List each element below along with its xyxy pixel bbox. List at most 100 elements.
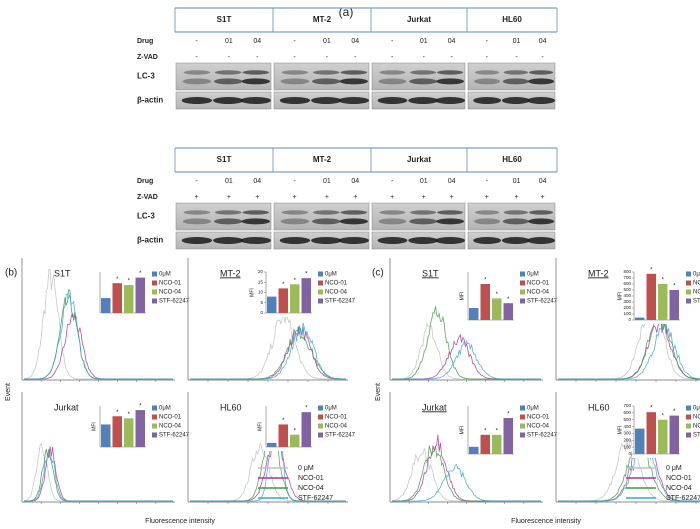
legend-label: NCO-04 xyxy=(693,424,700,430)
bar xyxy=(135,410,145,447)
legend-label: NCO-01 xyxy=(693,415,700,421)
legend-label: STF-62247 xyxy=(325,299,356,305)
legend-label: 0μM xyxy=(527,406,539,412)
lane-value: - xyxy=(486,38,489,45)
legend-label: STF-62247 xyxy=(159,299,190,305)
band-label: LC-3 xyxy=(137,212,155,221)
panel-label: (a) xyxy=(339,5,354,19)
cell-line-header: HL60 xyxy=(502,15,522,24)
lane-value: + xyxy=(485,194,489,201)
lane-value: 04 xyxy=(253,38,261,45)
blot-band xyxy=(410,210,437,215)
blot-band xyxy=(501,97,530,104)
blot-strip xyxy=(371,202,466,231)
y-tick-label: 0 xyxy=(628,317,631,322)
lane-value: - xyxy=(391,54,394,61)
blot-band xyxy=(214,210,242,215)
lane-value: 01 xyxy=(513,38,521,45)
legend-label: NCO-01 xyxy=(527,281,550,287)
blot-band xyxy=(474,218,501,225)
legend-label: STF-62247 xyxy=(298,495,333,502)
lane-value: 04 xyxy=(539,38,547,45)
significance-star: * xyxy=(650,267,653,273)
lane-value: 01 xyxy=(420,38,428,45)
blot-band xyxy=(410,70,437,75)
legend-label: NCO-04 xyxy=(666,485,692,492)
bar xyxy=(635,317,645,320)
bar xyxy=(669,415,679,454)
inset-y-label: MFI xyxy=(459,426,465,435)
blot-band xyxy=(242,70,270,75)
significance-star: * xyxy=(294,278,297,284)
blot-band xyxy=(378,78,407,85)
lane-value: + xyxy=(541,194,545,201)
significance-star: * xyxy=(496,428,499,434)
subplot-title: S1T xyxy=(54,268,71,278)
legend-swatch xyxy=(520,432,525,438)
blot-band xyxy=(181,237,213,244)
legend-swatch xyxy=(686,423,691,429)
blot-strip xyxy=(467,62,556,91)
significance-star: * xyxy=(484,278,487,284)
significance-star: * xyxy=(139,404,142,410)
histogram-curve xyxy=(392,339,541,380)
subplot-title: S1T xyxy=(422,268,439,278)
cell-line-header: Jurkat xyxy=(407,15,431,24)
band-label: β-actin xyxy=(137,96,163,105)
legend-swatch xyxy=(686,271,691,277)
bar xyxy=(646,273,656,320)
row-label: Drug xyxy=(137,178,153,185)
lane-value: 04 xyxy=(253,178,261,185)
legend-swatch xyxy=(520,271,525,277)
lane-value: + xyxy=(450,194,454,201)
histogram-curve xyxy=(24,451,173,502)
legend-swatch xyxy=(318,432,323,438)
bar xyxy=(112,416,122,447)
lane-value: + xyxy=(195,194,199,201)
y-axis-label: Event xyxy=(5,383,12,401)
significance-star: * xyxy=(294,428,297,434)
bar xyxy=(503,303,513,320)
y-tick-label: 300 xyxy=(623,431,631,436)
significance-star: * xyxy=(282,418,285,424)
lane-value: + xyxy=(293,194,297,201)
y-tick-label: 100 xyxy=(623,444,631,449)
legend-swatch xyxy=(152,271,157,277)
legend-label: 0 μM xyxy=(298,465,314,472)
lane-value: + xyxy=(353,194,357,201)
histogram-curve xyxy=(558,316,700,380)
row-label: Z-VAD xyxy=(137,54,158,61)
y-tick-label: 5 xyxy=(260,300,263,305)
y-tick-label: 10 xyxy=(258,290,264,295)
y-tick-label: 600 xyxy=(623,410,631,415)
legend-swatch xyxy=(152,298,157,304)
legend-swatch xyxy=(686,432,691,438)
bar xyxy=(112,283,122,313)
blot-band xyxy=(281,210,309,215)
blot-band xyxy=(312,210,340,215)
cell-line-header: MT-2 xyxy=(313,155,332,164)
blot-band xyxy=(213,97,244,104)
lane-value: + xyxy=(325,194,329,201)
legend-swatch xyxy=(152,414,157,420)
subplot-title: Jurkat xyxy=(422,402,447,412)
lane-value: - xyxy=(423,54,426,61)
legend-label: STF-62247 xyxy=(527,433,558,439)
inset-y-label: MFI xyxy=(459,292,465,301)
bar xyxy=(669,290,679,320)
legend-swatch xyxy=(152,423,157,429)
legend-swatch xyxy=(152,432,157,438)
panel-label: (b) xyxy=(5,268,17,279)
lane-value: - xyxy=(486,178,489,185)
significance-star: * xyxy=(507,297,510,303)
significance-star: * xyxy=(507,412,510,418)
blot-band xyxy=(473,237,502,244)
legend-label: NCO-01 xyxy=(325,281,348,287)
legend-label: STF-62247 xyxy=(693,299,700,305)
blot-band xyxy=(473,97,502,104)
histogram-curve xyxy=(24,448,173,502)
significance-star: * xyxy=(496,292,499,298)
significance-star: * xyxy=(128,412,131,418)
lane-value: + xyxy=(422,194,426,201)
